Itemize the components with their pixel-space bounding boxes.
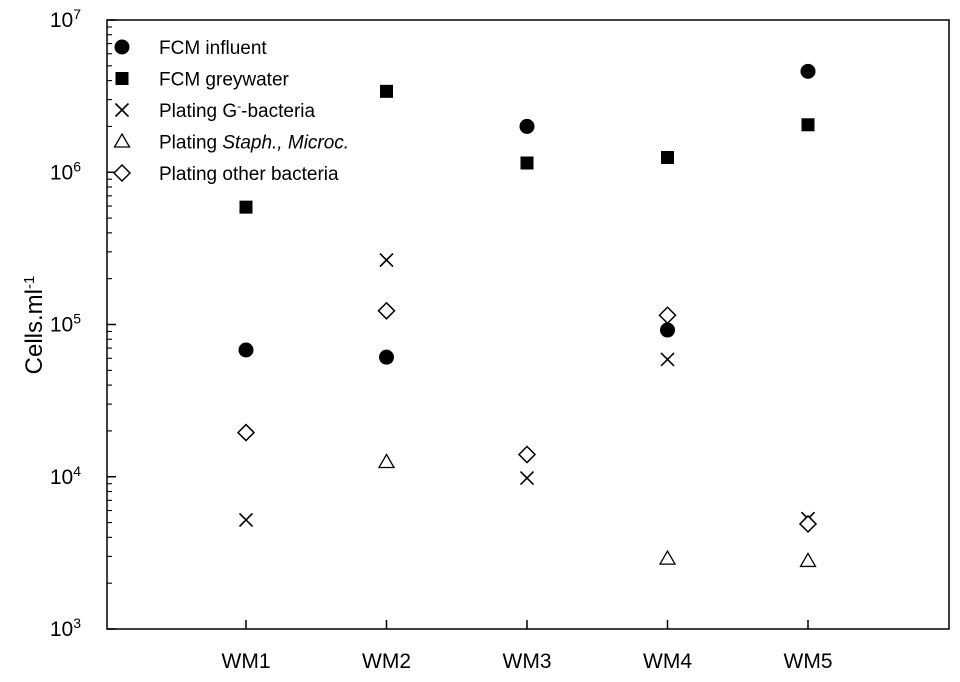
data-point-triangle xyxy=(799,552,817,568)
legend-entry: Plating other bacteria xyxy=(159,164,339,185)
x-tick-label: WM4 xyxy=(643,650,692,673)
data-point-square xyxy=(520,156,534,170)
x-tick-label: WM1 xyxy=(222,650,271,673)
y-axis-label-main: Cells.ml xyxy=(21,289,48,374)
legend: FCM influent FCM greywater Plating G--bact… xyxy=(112,38,349,185)
data-point-diamond xyxy=(658,306,677,325)
y-tick-label: 103 xyxy=(50,615,81,641)
legend-entry: FCM greywater xyxy=(159,70,290,91)
data-points xyxy=(236,63,818,568)
x-tick-label: WM5 xyxy=(784,650,833,673)
legend-entry: Plating Staph., Microc. xyxy=(159,133,349,154)
legend-marker-x xyxy=(114,102,130,118)
legend-marker-diamond xyxy=(112,163,132,183)
data-point-x xyxy=(379,252,394,268)
data-point-circle xyxy=(660,322,675,338)
data-point-circle xyxy=(519,118,535,134)
data-point-x xyxy=(660,352,675,367)
data-point-circle xyxy=(379,349,394,365)
data-point-diamond xyxy=(377,301,396,320)
data-point-x xyxy=(519,471,535,486)
data-point-square xyxy=(801,118,815,132)
x-tick-label: WM2 xyxy=(362,650,411,673)
y-tick-label: 104 xyxy=(50,463,81,489)
y-tick-exponent: 5 xyxy=(73,311,81,327)
legend-entry: FCM influent xyxy=(159,38,267,59)
data-point-circle xyxy=(238,342,254,358)
data-point-circle xyxy=(800,63,816,79)
legend-entry: Plating G--bacteria xyxy=(159,99,316,122)
y-tick-label: 105 xyxy=(50,311,81,337)
data-point-triangle xyxy=(377,453,396,469)
y-axis-label-sup: -1 xyxy=(21,276,38,289)
legend-marker-circle xyxy=(114,39,130,55)
data-point-x xyxy=(238,512,254,528)
y-tick-exponent: 7 xyxy=(73,6,81,22)
data-point-square xyxy=(380,84,393,98)
y-tick-exponent: 3 xyxy=(73,615,81,631)
y-tick-label: 106 xyxy=(50,158,81,184)
legend-marker-square xyxy=(115,72,129,85)
x-axis: WM1 WM2 WM3 WM4 WM5 xyxy=(222,620,833,673)
data-point-diamond xyxy=(798,514,818,533)
data-point-diamond xyxy=(236,423,256,442)
y-tick-exponent: 6 xyxy=(73,158,81,174)
data-point-triangle xyxy=(658,549,677,565)
x-tick-label: WM3 xyxy=(503,650,552,673)
y-axis-label: Cells.ml-1 xyxy=(21,276,49,375)
data-point-diamond xyxy=(517,445,537,464)
y-axis: 103 104 105 106 107 xyxy=(50,6,116,641)
data-point-square xyxy=(661,150,674,164)
data-point-square xyxy=(239,200,253,214)
y-tick-exponent: 4 xyxy=(73,463,81,479)
y-tick-label: 107 xyxy=(50,6,81,32)
legend-marker-triangle xyxy=(113,132,131,148)
